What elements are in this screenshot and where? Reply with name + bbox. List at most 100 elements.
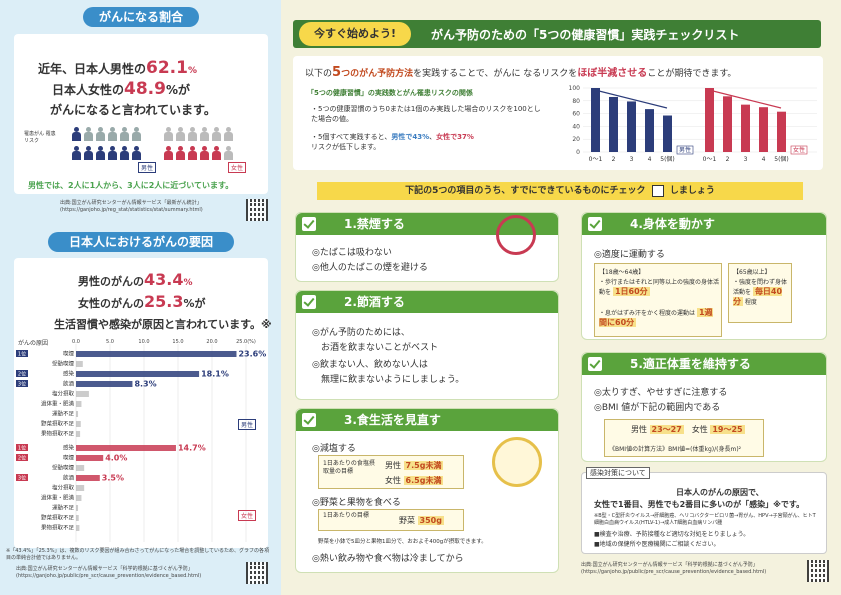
category-label: 喫煙 bbox=[63, 350, 75, 358]
value-label: 3.5% bbox=[102, 474, 124, 483]
bar bbox=[76, 505, 79, 511]
bar bbox=[76, 431, 81, 437]
age-18-64: 【18歳〜64歳】 bbox=[599, 269, 645, 276]
age-65: 【65歳以上】 bbox=[733, 269, 771, 276]
category-label: 過体重・肥満 bbox=[41, 494, 75, 502]
category-label: 感染 bbox=[63, 444, 75, 452]
rank-badge bbox=[16, 454, 28, 461]
causes-female-label: 女性 bbox=[238, 510, 257, 521]
salt-male: 男性 7.5g未満 bbox=[385, 461, 444, 470]
card2-checkbox-icon[interactable] bbox=[302, 295, 316, 309]
card5-checkbox-icon[interactable] bbox=[588, 357, 602, 371]
adult-exercise-box: 【18歳〜64歳】 ・歩行またはそれと同等以上の強度の身体活動を 1日60分 ・… bbox=[594, 263, 722, 337]
y-tick-label: 60 bbox=[572, 111, 580, 118]
card1-checkbox-icon[interactable] bbox=[302, 217, 316, 231]
card-no-smoking: 1.禁煙する ◎たばこは吸わない ◎他人のたばこの煙を避ける bbox=[295, 212, 559, 282]
causes-male-label: 男性 bbox=[238, 419, 257, 430]
category-label: 果物摂取不足 bbox=[41, 524, 75, 532]
causes-note: ※「43.4%」「25.3%」は、複数のリスク要因が組み合わさってがんになった場… bbox=[6, 548, 270, 561]
x-tick-label: 20.0 bbox=[206, 339, 217, 345]
category-label: 受動喫煙 bbox=[52, 360, 75, 368]
card4-checkbox-icon[interactable] bbox=[588, 217, 602, 231]
category-label: 2 bbox=[726, 156, 730, 163]
card2-header: 2.節酒する bbox=[296, 291, 558, 313]
bar bbox=[76, 411, 79, 417]
card3-checkbox-icon[interactable] bbox=[302, 413, 316, 427]
bar bbox=[76, 525, 80, 531]
bar bbox=[759, 107, 768, 152]
category-label: 野菜摂取不足 bbox=[41, 514, 75, 522]
source-3: 出典:国立がん研究センターがん情報サービス「科学的根拠に基づくがん予防」 (ht… bbox=[581, 562, 767, 575]
value-label: 23.6% bbox=[238, 350, 266, 359]
card-diet: 3.食生活を見直す ◎減塩する 1日あたりの食塩摂取量の目標 男性 7.5g未満… bbox=[295, 408, 559, 573]
bar bbox=[76, 465, 85, 471]
y-tick-label: 20 bbox=[572, 136, 580, 143]
rate-line-3: がんになると言われています。 bbox=[50, 103, 216, 117]
salt-female: 女性 6.5g未満 bbox=[385, 476, 444, 485]
qr-code-3[interactable] bbox=[807, 560, 829, 582]
value-label: 14.7% bbox=[178, 444, 206, 453]
bmi-ranges: 男性 23〜27 女性 19〜25 bbox=[631, 425, 745, 434]
bar bbox=[627, 101, 636, 152]
senior-exercise-box: 【65歳以上】 ・強度を問わず身体活動を 毎日40分 程度 bbox=[728, 263, 792, 323]
male-figures-row1 bbox=[72, 127, 141, 141]
card1-item-1: ◎たばこは吸わない bbox=[312, 248, 392, 258]
section-title-cancer-rate: がんになる割合 bbox=[83, 7, 199, 27]
category-label: 受動喫煙 bbox=[52, 464, 75, 472]
rank-badge bbox=[16, 474, 28, 481]
bar bbox=[76, 361, 83, 367]
category-label: 塩分摂取 bbox=[52, 390, 75, 398]
card3-salt: ◎減塩する bbox=[312, 444, 356, 454]
bar bbox=[76, 421, 81, 427]
infection-line-2: 女性で1番目、男性でも2番目に多いのが「感染」※です。 bbox=[594, 500, 805, 509]
y-tick-label: 40 bbox=[572, 123, 580, 130]
adult-walk: ・歩行またはそれと同等以上の強度の身体活動を 1日60分 bbox=[599, 279, 720, 296]
senior-activity: ・強度を問わず身体活動を 毎日40分 程度 bbox=[733, 279, 788, 306]
bar bbox=[76, 495, 82, 501]
habit-risk-chart: 0 20 40 60 80 100 0〜1 2 3 4 5(個) 男性 0〜1 2 3 4 5(個) 女性 bbox=[569, 85, 817, 163]
category-label: 運動不足 bbox=[52, 410, 75, 418]
no-smoking-icon bbox=[496, 215, 536, 255]
category-label: 2 bbox=[612, 156, 616, 163]
rank-badge bbox=[16, 380, 28, 387]
bar bbox=[741, 104, 750, 152]
card1-item-2: ◎他人のたばこの煙を避ける bbox=[312, 263, 428, 273]
card-drink-less: 2.節酒する ◎がん予防のためには、 お酒を飲まないことがベスト ◎飲まない人、… bbox=[295, 290, 559, 400]
category-label: 0〜1 bbox=[589, 156, 603, 163]
balanced-plate-icon bbox=[492, 437, 542, 487]
category-label: 3 bbox=[744, 156, 748, 163]
rank-label: 3位 bbox=[18, 475, 26, 482]
rate-summary: 男性では、2人に1人から、3人に2人に近づいています。 bbox=[28, 181, 234, 190]
female-figures-row1 bbox=[164, 127, 233, 141]
causes-line-3: 生活習慣や感染が原因と言われています。※ bbox=[54, 318, 272, 331]
cancer-rate-panel: 近年、日本人男性の62.1% 日本人女性の48.9%が がんになると言われていま… bbox=[14, 34, 268, 194]
category-label: 5(個) bbox=[660, 155, 675, 163]
value-label: 8.3% bbox=[134, 380, 156, 389]
bar bbox=[609, 96, 618, 152]
qr-code-1[interactable] bbox=[246, 199, 268, 221]
bar bbox=[76, 351, 237, 357]
rate-line-2: 日本人女性の48.9%が bbox=[52, 79, 190, 99]
bar bbox=[591, 88, 600, 152]
category-label: 運動不足 bbox=[52, 504, 75, 512]
category-label: 野菜摂取不足 bbox=[41, 420, 75, 428]
start-now-tag: 今すぐ始めよう! bbox=[299, 22, 411, 46]
card3-veg: ◎野菜と果物を食べる bbox=[312, 498, 401, 508]
intro-panel: 以下の5つのがん予防方法を実践することで、がんに なるリスクをほぼ半減させること… bbox=[293, 56, 823, 170]
rank-label: 3位 bbox=[18, 381, 26, 388]
x-tick-label: 10.0 bbox=[138, 339, 149, 345]
category-label: 4 bbox=[648, 156, 652, 163]
female-figures-row2 bbox=[164, 146, 233, 160]
card5-item-2: ◎BMI 値が下記の範囲内である bbox=[594, 403, 721, 413]
infection-action-1: ■検査や治療、予防接種など適切な対処をとりましょう。 bbox=[594, 531, 750, 538]
rank-label: 2位 bbox=[18, 371, 26, 378]
salt-target-box: 1日あたりの食塩摂取量の目標 男性 7.5g未満 女性 6.5g未満 bbox=[318, 455, 464, 489]
y-tick-label: 100 bbox=[569, 85, 581, 92]
qr-code-2[interactable] bbox=[246, 562, 268, 584]
x-tick-label: 5.0 bbox=[106, 339, 114, 345]
bar bbox=[76, 455, 104, 461]
x-tick-label: 25.0(%) bbox=[236, 339, 256, 345]
card2-item-4: 無理に飲まないようにしましょう。 bbox=[312, 375, 465, 385]
bar bbox=[663, 115, 672, 152]
category-label: 3 bbox=[630, 156, 634, 163]
